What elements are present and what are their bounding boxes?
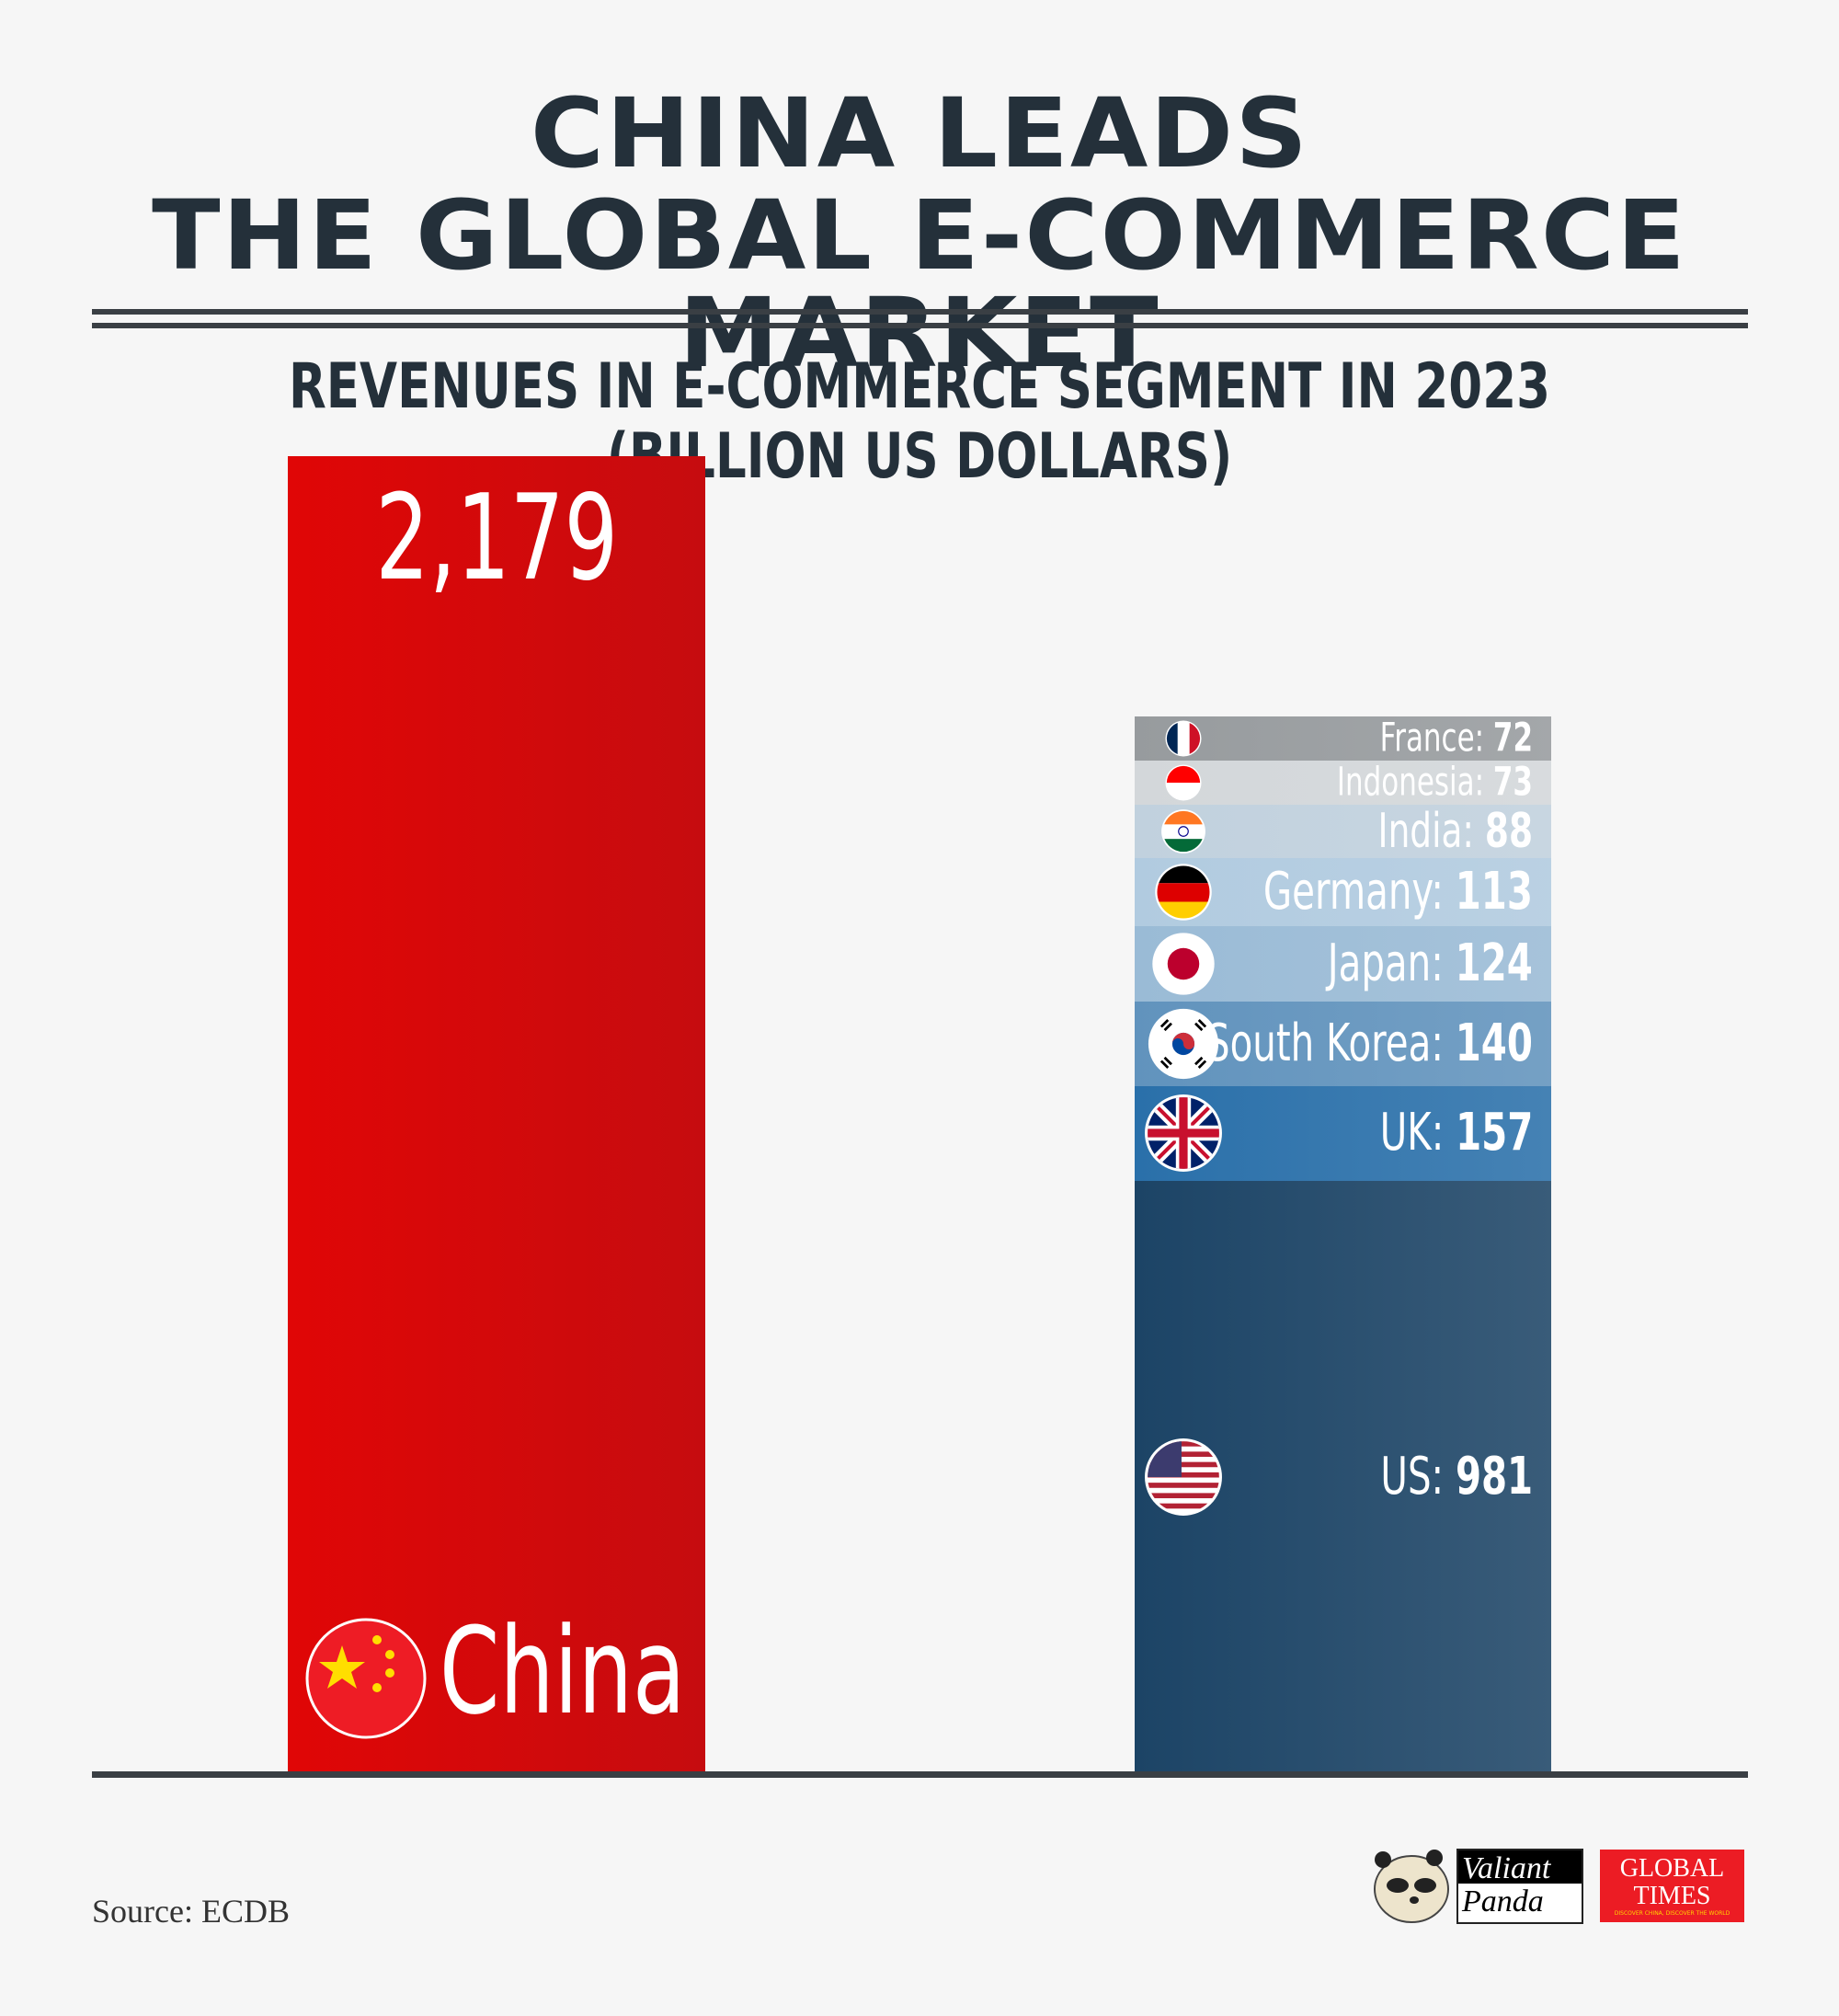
country-name: US:: [1380, 1447, 1445, 1507]
india-flag-icon: [1161, 808, 1206, 853]
title-line-1: CHINA LEADS: [530, 77, 1309, 189]
country-value: 981: [1455, 1447, 1533, 1507]
us-flag-icon: [1144, 1438, 1223, 1517]
segment-label: South Korea: 140: [1135, 1017, 1533, 1070]
country-value: 113: [1455, 861, 1533, 922]
country-value: 157: [1455, 1103, 1533, 1163]
country-value: 88: [1484, 804, 1533, 858]
bar-china: 2,179 China: [288, 456, 705, 1774]
country-value: 140: [1455, 1013, 1533, 1073]
country-value: 72: [1492, 716, 1533, 761]
bar-segment-south-korea: South Korea: 140: [1135, 1001, 1551, 1086]
germany-flag-icon: [1155, 863, 1213, 921]
country-name: South Korea:: [1206, 1013, 1445, 1073]
bar-segment-indonesia: Indonesia: 73: [1135, 760, 1551, 805]
china-name-label: China: [439, 1601, 685, 1741]
global-times-logo: GLOBAL TIMES DISCOVER CHINA, DISCOVER TH…: [1600, 1850, 1744, 1922]
segment-label: Germany: 113: [1159, 865, 1533, 918]
panda-logo-text: Valiant Panda: [1462, 1851, 1551, 1919]
bar-stack-others: US: 981 UK: 157 South Korea: 140 Japan: …: [1135, 716, 1551, 1774]
bar-segment-france: France: 72: [1135, 716, 1551, 761]
segment-label: France: 72: [1320, 718, 1533, 758]
country-value: 124: [1455, 933, 1533, 993]
title-line-2: THE GLOBAL E-COMMERCE MARKET: [152, 179, 1687, 389]
title-rule-bottom: [92, 323, 1748, 328]
title-rule-top: [92, 309, 1748, 315]
country-name: France:: [1379, 716, 1485, 761]
indonesia-flag-icon: [1165, 764, 1202, 801]
valiant-panda-logo: Valiant Panda: [1370, 1847, 1583, 1924]
bar-segment-india: India: 88: [1135, 804, 1551, 858]
china-value-label: 2,179: [375, 470, 618, 607]
subtitle: REVENUES IN E-COMMERCE SEGMENT IN 2023 (…: [288, 350, 1551, 493]
segment-label: India: 88: [1318, 808, 1533, 855]
bar-segment-us: US: 981: [1135, 1180, 1551, 1774]
country-name: Indonesia:: [1336, 760, 1485, 805]
france-flag-icon: [1165, 720, 1202, 757]
source-note: Source: ECDB: [92, 1893, 290, 1930]
country-name: Japan:: [1327, 933, 1445, 993]
x-axis-line: [92, 1771, 1748, 1778]
country-name: India:: [1377, 804, 1474, 858]
country-name: UK:: [1379, 1103, 1445, 1163]
bar-segment-germany: Germany: 113: [1135, 857, 1551, 926]
segment-label: UK: 157: [1320, 1107, 1533, 1159]
bar-segment-uk: UK: 157: [1135, 1085, 1551, 1181]
japan-flag-icon: [1152, 932, 1216, 995]
bar-segment-japan: Japan: 124: [1135, 925, 1551, 1002]
segment-label: Indonesia: 73: [1261, 762, 1533, 802]
country-value: 73: [1492, 760, 1533, 805]
uk-flag-icon: [1144, 1094, 1223, 1173]
country-name: Germany:: [1263, 861, 1445, 922]
south-korea-flag-icon: [1148, 1008, 1219, 1080]
segment-label: Japan: 124: [1248, 937, 1533, 990]
china-flag-icon: [305, 1618, 427, 1739]
segment-label: US: 981: [1321, 1451, 1533, 1503]
